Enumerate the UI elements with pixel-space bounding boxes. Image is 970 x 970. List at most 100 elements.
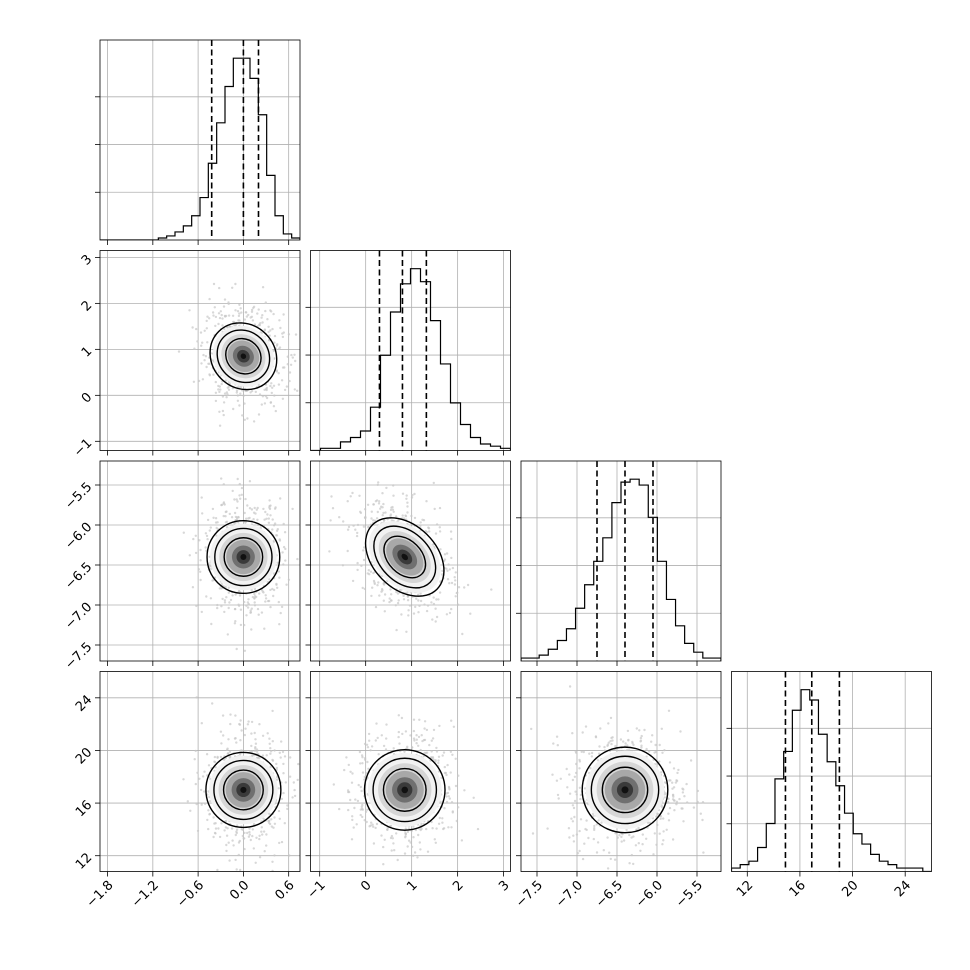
scatter-point — [449, 771, 452, 774]
scatter-point — [438, 591, 442, 594]
scatter-point — [236, 394, 239, 397]
scatter-point — [454, 757, 457, 760]
scatter-point — [618, 834, 621, 837]
scatter-point — [637, 842, 640, 845]
scatter-point — [223, 829, 226, 832]
scatter-point — [223, 298, 227, 301]
scatter-point — [409, 734, 412, 737]
scatter-point — [415, 597, 418, 600]
scatter-point — [203, 329, 206, 332]
scatter-point — [441, 821, 444, 824]
scatter-point — [641, 843, 644, 846]
scatter-point — [220, 582, 223, 586]
scatter-point — [251, 750, 254, 753]
scatter-point — [445, 613, 449, 616]
scatter-point — [284, 547, 287, 551]
scatter-point — [341, 564, 345, 567]
scatter-point — [438, 724, 441, 728]
scatter-point — [276, 561, 279, 564]
scatter-point — [214, 391, 218, 394]
scatter-point — [406, 845, 409, 848]
scatter-point — [647, 750, 651, 753]
scatter-point — [250, 308, 254, 312]
scatter-point — [383, 838, 386, 841]
scatter-point — [331, 507, 335, 510]
scatter-point — [405, 497, 408, 500]
scatter-point — [673, 799, 676, 802]
panel-content — [100, 461, 300, 661]
scatter-point — [453, 583, 457, 586]
scatter-point — [351, 772, 354, 775]
scatter-point — [272, 312, 275, 316]
scatter-point — [234, 324, 237, 327]
scatter-point — [412, 825, 415, 828]
scatter-point — [395, 832, 398, 835]
scatter-point — [395, 515, 398, 518]
scatter-point — [454, 784, 458, 788]
scatter-point — [671, 781, 674, 784]
scatter-point — [701, 801, 705, 804]
scatter-point — [212, 282, 216, 286]
scatter-point — [416, 856, 419, 859]
scatter-point — [406, 591, 409, 594]
scatter-point — [389, 513, 393, 516]
scatter-point — [391, 837, 394, 840]
scatter-point — [261, 321, 264, 324]
scatter-point — [267, 325, 270, 328]
scatter-point — [243, 831, 246, 835]
scatter-point — [216, 603, 219, 607]
scatter-point — [223, 327, 226, 331]
scatter-point — [445, 567, 448, 570]
scatter-point — [247, 517, 250, 520]
scatter-point — [392, 510, 395, 513]
scatter-point — [285, 385, 289, 388]
scatter-point — [595, 823, 598, 826]
scatter-point — [427, 527, 431, 530]
scatter-point — [237, 516, 240, 519]
scatter-point — [408, 604, 412, 607]
scatter-point — [278, 751, 281, 754]
scatter-point — [260, 830, 263, 833]
scatter-point — [254, 390, 257, 394]
scatter-point — [219, 730, 223, 733]
scatter-point — [609, 740, 612, 743]
panel-frame — [520, 460, 722, 662]
scatter-point — [252, 518, 255, 521]
scatter-point — [696, 789, 700, 793]
scatter-point — [450, 581, 454, 585]
scatter-point — [438, 526, 441, 529]
scatter-point — [377, 581, 380, 584]
scatter-point — [375, 517, 379, 520]
scatter-point — [581, 731, 584, 734]
scatter-point — [193, 758, 196, 761]
scatter-point — [419, 592, 422, 595]
scatter-point — [237, 590, 241, 593]
scatter-point — [398, 742, 401, 745]
scatter-point — [363, 819, 366, 822]
scatter-point — [229, 722, 232, 726]
scatter-point — [450, 826, 453, 829]
scatter-point — [293, 353, 296, 356]
scatter-point — [415, 738, 418, 741]
scatter-point — [256, 607, 260, 611]
scatter-point — [259, 322, 262, 325]
scatter-point — [634, 844, 638, 847]
scatter-point — [392, 484, 395, 487]
scatter-point — [361, 803, 364, 807]
scatter-point — [396, 592, 400, 595]
scatter-point — [280, 379, 284, 382]
scatter-point — [191, 586, 195, 589]
scatter-point — [609, 857, 612, 861]
scatter-point — [349, 770, 352, 773]
scatter-point — [270, 382, 273, 385]
scatter-point — [428, 743, 431, 747]
scatter-point — [590, 755, 594, 758]
scatter-point — [372, 825, 375, 828]
scatter-point — [410, 746, 414, 749]
scatter-point — [266, 513, 269, 516]
scatter-point — [271, 528, 274, 531]
scatter-point — [220, 382, 223, 386]
scatter-point — [419, 521, 422, 524]
scatter-point — [361, 762, 364, 765]
scatter-point — [205, 595, 208, 598]
